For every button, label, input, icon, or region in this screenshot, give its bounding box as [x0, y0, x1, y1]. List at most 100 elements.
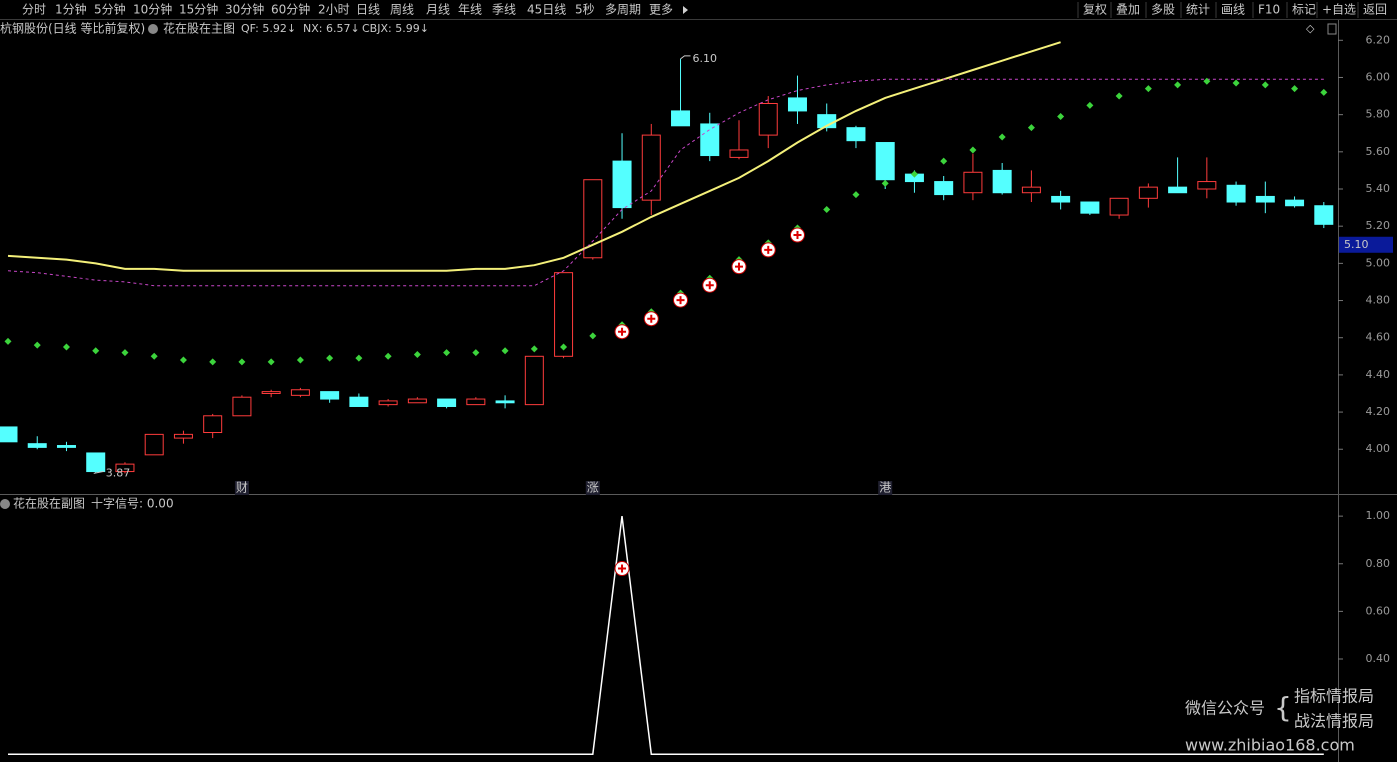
candle-body: [1314, 205, 1334, 225]
tool-button[interactable]: +自选: [1322, 3, 1356, 17]
watermark-url: www.zhibiao168.com: [1185, 736, 1355, 755]
candle-body: [261, 391, 281, 394]
indicator-legend: NX: 6.57↓: [303, 22, 360, 35]
y-tick-label: 4.00: [1366, 442, 1391, 455]
event-tag-bg: [585, 481, 600, 495]
y-tick-label: 0.40: [1366, 652, 1391, 665]
signal-dot: [940, 157, 948, 165]
tool-button[interactable]: 标记: [1292, 3, 1316, 17]
candle-body: [524, 355, 544, 406]
tool-button[interactable]: 叠加: [1116, 3, 1140, 17]
low-label: 3.87: [106, 466, 131, 479]
signal-dot: [238, 358, 246, 366]
signal-dot: [384, 352, 392, 360]
candle-body: [232, 396, 252, 417]
tool-button[interactable]: 统计: [1186, 3, 1210, 17]
y-tick-label: 4.60: [1366, 331, 1391, 344]
candle-body: [641, 134, 661, 201]
signal-line: [8, 516, 1324, 755]
cross-plus: [676, 296, 685, 305]
y-axis: 4.00 4.20 4.40 4.60 4.80 5.00 5.20 5.40 5.60 5.80…: [1338, 33, 1390, 455]
maximize-icon[interactable]: ◇: [1306, 22, 1315, 35]
cross-plus: [764, 245, 773, 254]
event-tag[interactable]: 财: [236, 481, 248, 495]
event-tag[interactable]: 港: [879, 481, 891, 495]
period-tab[interactable]: 日线: [356, 3, 380, 17]
tool-button[interactable]: F10: [1258, 3, 1280, 17]
period-tab[interactable]: 60分钟: [271, 2, 310, 17]
tool-button[interactable]: 返回: [1363, 3, 1387, 17]
indicator-legend: QF: 5.92↓: [241, 22, 296, 35]
period-tab[interactable]: 5秒: [575, 3, 595, 17]
period-tab[interactable]: 15分钟: [179, 2, 218, 17]
period-tab[interactable]: 5分钟: [94, 2, 126, 17]
candle-body: [963, 171, 983, 194]
watermark-account: 微信公众号: [1185, 699, 1265, 718]
signal-dot: [1086, 101, 1094, 109]
signal-dot: [1057, 113, 1065, 121]
signal-dot: [150, 352, 158, 360]
signal-dot: [530, 345, 538, 353]
tool-button[interactable]: 多股: [1151, 3, 1175, 17]
high-label: 6.10: [693, 52, 718, 65]
candle-body: [875, 142, 895, 181]
signal-dot: [1232, 79, 1240, 87]
period-tab[interactable]: 年线: [458, 3, 482, 17]
y-tick-label: 5.00: [1366, 256, 1391, 269]
period-tab[interactable]: 季线: [492, 3, 516, 17]
candle-body: [115, 463, 135, 473]
y-tick-label: 4.20: [1366, 405, 1391, 418]
candle-body: [173, 433, 193, 439]
candle-body: [1197, 181, 1217, 190]
signal-dot: [1320, 88, 1328, 96]
signal-dot: [1027, 124, 1035, 132]
tool-button[interactable]: 复权: [1083, 3, 1107, 17]
signal-dot: [179, 356, 187, 364]
candle-body: [407, 398, 427, 404]
signal-dot: [209, 358, 217, 366]
period-tab[interactable]: 更多: [649, 3, 673, 17]
event-tag-bg: [234, 481, 249, 495]
candle-body: [1080, 201, 1100, 214]
window-icon[interactable]: [1327, 23, 1337, 35]
candle-body: [86, 452, 106, 473]
indicator-line: [7, 78, 1324, 287]
signal-dot: [1115, 92, 1123, 100]
indicator-name: 花在股在主图: [163, 21, 235, 36]
period-tab[interactable]: 30分钟: [225, 2, 264, 17]
signal-dot: [62, 343, 70, 351]
watermark-brace: {: [1274, 691, 1292, 724]
watermark: 微信公众号 { 指标情报局 战法情报局 www.zhibiao168.com: [1185, 687, 1374, 755]
candle-body: [203, 415, 223, 434]
event-tag-bg: [878, 481, 893, 495]
period-tab[interactable]: 月线: [426, 3, 450, 17]
y-tick-label: 6.00: [1366, 70, 1391, 83]
high-pointer: [680, 55, 691, 60]
period-tab[interactable]: 45日线: [527, 3, 566, 17]
period-tab[interactable]: 1分钟: [55, 2, 87, 17]
period-tab[interactable]: 10分钟: [133, 2, 172, 17]
candle-body: [992, 169, 1012, 194]
candle-body: [378, 400, 398, 406]
y-tick-label: 4.80: [1366, 294, 1391, 307]
event-tag[interactable]: 涨: [587, 480, 599, 495]
period-tab[interactable]: 分时: [22, 3, 46, 17]
candle-body: [1051, 195, 1071, 203]
sub-indicator-icon[interactable]: [0, 499, 10, 509]
signal-dot: [969, 146, 977, 154]
low-pointer: [93, 470, 104, 474]
last-price-bg: [1339, 236, 1393, 253]
signal-dot: [4, 337, 12, 345]
period-tab[interactable]: 2小时: [318, 3, 350, 17]
tool-button[interactable]: 画线: [1221, 3, 1245, 17]
cross-plus: [705, 281, 714, 290]
signal-dot: [501, 347, 509, 355]
y-tick-label: 6.20: [1366, 33, 1391, 46]
indicator-icon[interactable]: [148, 24, 158, 34]
plots: 4.00 4.20 4.40 4.60 4.80 5.00 5.20 5.40 5.60 5.80…: [0, 33, 1393, 755]
candle-body: [1109, 197, 1129, 216]
period-tab[interactable]: 多周期: [605, 3, 641, 17]
period-tab[interactable]: 周线: [390, 3, 414, 17]
signal-dot: [326, 354, 334, 362]
